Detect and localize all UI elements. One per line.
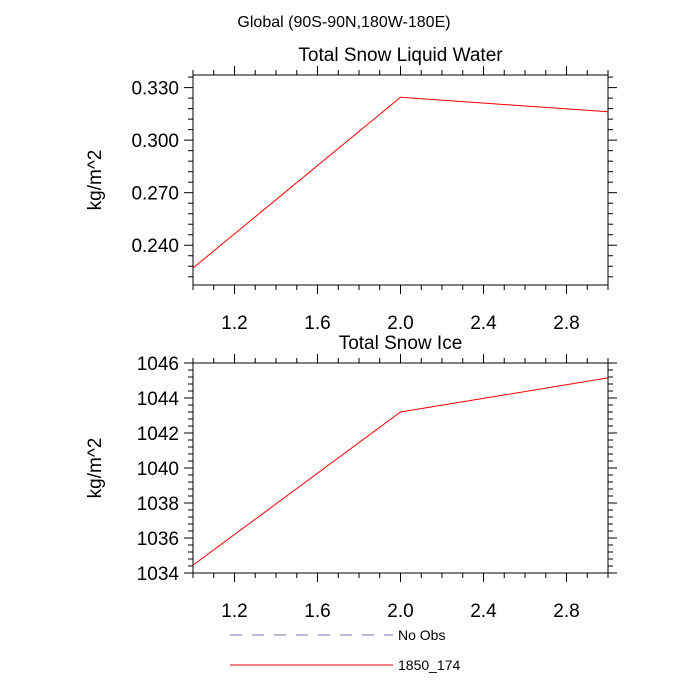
- y-axis-label: kg/m^2: [85, 438, 106, 499]
- legend-label: 1850_174: [398, 657, 461, 673]
- legend-label: No Obs: [398, 627, 445, 643]
- x-tick-label: 2.0: [387, 601, 413, 622]
- y-tick-label: 1036: [137, 529, 179, 550]
- y-axis-label: kg/m^2: [85, 150, 106, 211]
- x-tick-label: 2.4: [470, 601, 497, 622]
- x-tick-label: 2.8: [553, 601, 579, 622]
- y-tick-label: 1038: [137, 494, 179, 515]
- chart-title: Total Snow Ice: [339, 333, 463, 354]
- legend: No Obs 1850_174: [230, 627, 461, 673]
- series-line-1850_174: [192, 96, 609, 269]
- y-tick-label: 1040: [137, 459, 179, 480]
- y-tick-label: 1044: [137, 389, 180, 410]
- y-tick-label: 1034: [137, 564, 180, 585]
- y-tick-label: 1042: [137, 424, 179, 445]
- y-tick-label: 0.240: [131, 236, 179, 257]
- y-tick-label: 0.330: [131, 79, 179, 100]
- chart-panels: Total Snow Liquid Water 1.2 1.6 2.0 2.4 2.8 0.…: [85, 45, 617, 622]
- x-tick-label: 1.6: [304, 601, 330, 622]
- x-tick-label: 1.6: [304, 313, 330, 334]
- region-title: Global (90S-90N,180W-180E): [237, 14, 450, 31]
- series-line-1850_174: [192, 377, 609, 566]
- plot-frame: [192, 74, 609, 286]
- chart-panel-liquid-water: Total Snow Liquid Water 1.2 1.6 2.0 2.4 2.8 0.…: [85, 45, 617, 334]
- x-tick-label: 1.2: [221, 313, 247, 334]
- plot-frame: [192, 362, 609, 574]
- legend-item: No Obs: [230, 627, 445, 643]
- x-tick-label: 2.8: [553, 313, 579, 334]
- chart-title: Total Snow Liquid Water: [298, 45, 503, 66]
- y-tick-label: 1046: [137, 354, 179, 375]
- x-tick-label: 2.4: [470, 313, 497, 334]
- x-tick-label: 1.2: [221, 601, 247, 622]
- y-tick-label: 0.300: [131, 131, 179, 152]
- y-tick-label: 0.270: [131, 184, 179, 205]
- x-tick-label: 2.0: [387, 313, 413, 334]
- legend-item: 1850_174: [230, 657, 461, 673]
- chart-panel-snow-ice: Total Snow Ice 1.2 1.6 2.0 2.4 2.8 1034 1036 103…: [85, 333, 617, 622]
